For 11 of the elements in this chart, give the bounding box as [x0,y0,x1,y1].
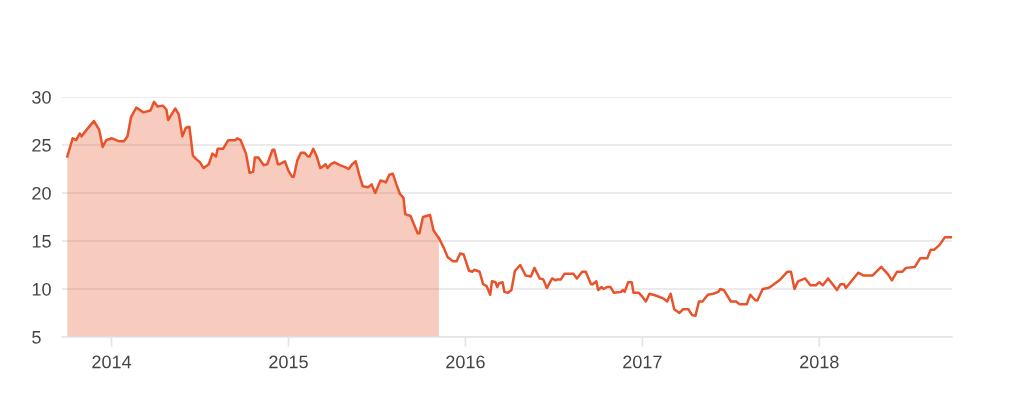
y-tick-label: 25 [32,138,51,152]
x-tick-label: 2017 [623,355,662,369]
x-tick-label: 2016 [446,355,485,369]
x-tick-label: 2018 [800,355,839,369]
x-tick-label: 2014 [92,355,132,369]
y-tick-label: 30 [32,90,51,104]
y-tick-label: 15 [32,235,51,248]
x-tick-label: 2015 [269,355,308,369]
y-tick-label: 5 [32,331,41,344]
y-tick-label: 20 [32,186,51,200]
y-tick-label: 10 [32,282,51,296]
